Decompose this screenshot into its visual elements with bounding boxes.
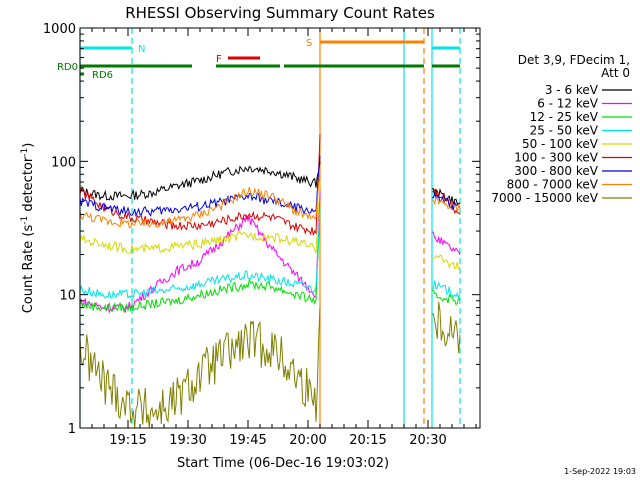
y-axis-label-sup1: -1 <box>20 216 30 225</box>
y-axis-label-sup2: -1 <box>20 148 30 157</box>
series-line-2-part-0 <box>79 214 321 314</box>
generation-timestamp: 1-Sep-2022 19:03 <box>564 467 636 476</box>
legend-label-1: 6 - 12 keV <box>537 97 599 111</box>
series-line-2-part-1 <box>431 289 461 306</box>
series-line-7-part-0 <box>79 167 321 229</box>
flag-label-s: S <box>306 38 312 49</box>
y-tick-label-1: 10 <box>59 289 76 304</box>
x-tick-label-5: 20:30 <box>409 433 446 448</box>
legend-label-2: 12 - 25 keV <box>530 110 599 124</box>
axis-ticks: 19:15 19:30 19:45 20:00 20:15 20:30 1 10 100 1000 <box>43 22 480 448</box>
x-tick-label-0: 19:15 <box>109 433 146 448</box>
legend-label-4: 50 - 100 keV <box>522 137 599 151</box>
series-line-4-part-1 <box>431 254 461 270</box>
y-tick-label-0: 1 <box>68 422 76 437</box>
series-line-3-part-0 <box>79 207 321 300</box>
legend-header-1: Det 3,9, FDecim 1, <box>518 53 630 67</box>
y-axis-label-main: Count Rate (s <box>21 225 36 314</box>
plot-frame <box>79 27 481 429</box>
chart-title: RHESSI Observing Summary Count Rates <box>125 4 435 22</box>
series-line-0-part-0 <box>79 161 321 201</box>
flag-label-rd6: RD6 <box>92 70 113 81</box>
x-tick-label-3: 20:00 <box>289 433 326 448</box>
series-line-8-part-0 <box>79 307 321 429</box>
series-lines <box>79 134 461 429</box>
series-line-7-part-1 <box>431 196 461 212</box>
series-line-8-part-1 <box>431 301 461 354</box>
flag-label-n: N <box>138 44 145 55</box>
series-line-1-part-1 <box>431 231 461 255</box>
x-axis-label: Start Time (06-Dec-16 19:03:02) <box>177 456 389 471</box>
series-line-5-part-0 <box>79 134 321 236</box>
y-axis-label-end: ) <box>21 143 36 148</box>
x-tick-label-1: 19:30 <box>169 433 206 448</box>
legend-label-8: 7000 - 15000 keV <box>491 191 598 205</box>
flag-label-rd0: RD0 <box>57 62 78 73</box>
legend-label-0: 3 - 6 keV <box>545 83 599 97</box>
x-tick-label-2: 19:45 <box>229 433 266 448</box>
observing-flags: N F S RD0 RD6 <box>57 38 460 81</box>
legend-label-5: 100 - 300 keV <box>514 151 598 165</box>
legend-label-6: 300 - 800 keV <box>514 164 598 178</box>
y-axis-label-mid: detector <box>21 156 36 216</box>
series-line-4-part-0 <box>79 181 321 254</box>
legend-header-2: Att 0 <box>601 66 630 80</box>
flag-label-f: F <box>216 54 222 65</box>
y-tick-label-3: 1000 <box>43 22 76 37</box>
x-tick-label-4: 20:15 <box>349 433 386 448</box>
legend-label-3: 25 - 50 keV <box>530 124 599 138</box>
y-tick-label-2: 100 <box>51 155 76 170</box>
y-axis-label: Count Rate (s-1 detector-1) <box>20 143 36 314</box>
legend-label-7: 800 - 7000 keV <box>507 178 599 192</box>
series-line-5-part-1 <box>431 188 461 215</box>
series-line-3-part-1 <box>432 280 461 300</box>
